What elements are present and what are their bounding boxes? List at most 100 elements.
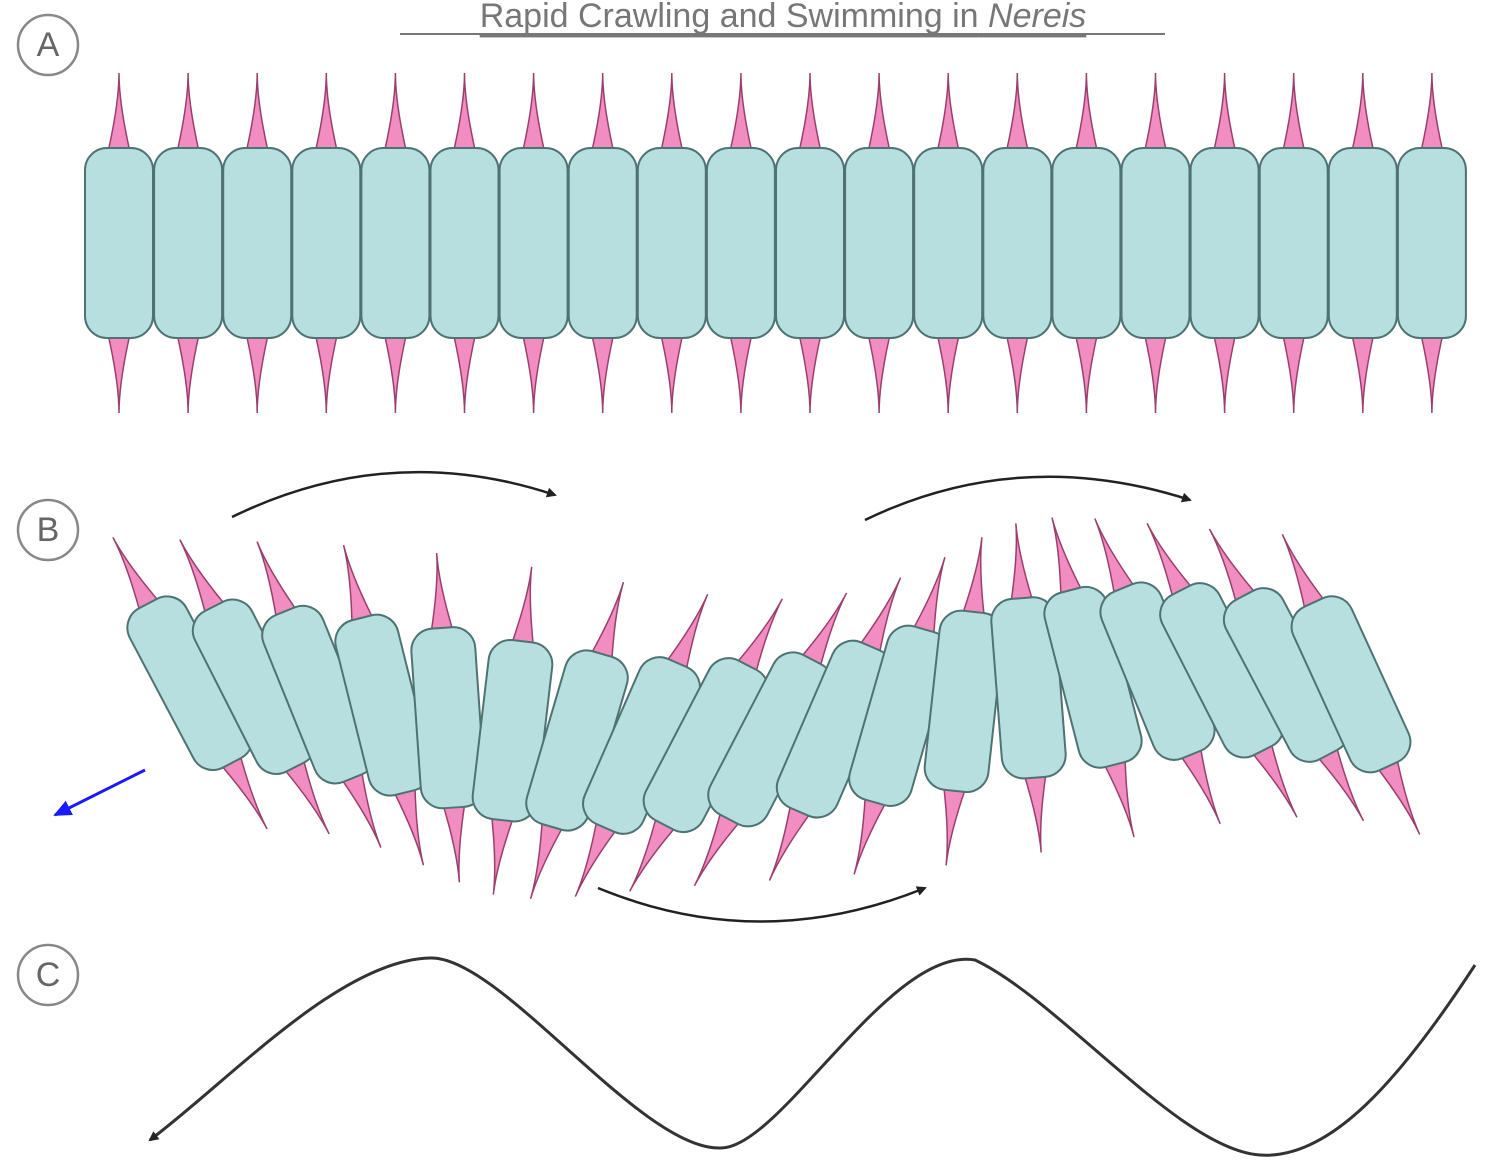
parapodium <box>592 334 614 413</box>
parapodium <box>1180 747 1230 828</box>
segment <box>1122 148 1190 338</box>
segment <box>292 148 360 338</box>
parapodium <box>1006 73 1028 152</box>
parapodium <box>177 73 199 152</box>
diagram: Rapid Crawling and Swimming in Nereis A … <box>0 0 1486 1167</box>
parapodium <box>1145 334 1167 413</box>
segment-group <box>223 73 291 413</box>
parapodium <box>482 815 513 896</box>
segment <box>154 148 222 338</box>
title-text: Rapid Crawling and Swimming in <box>480 0 979 35</box>
segment-group <box>431 73 499 413</box>
segment <box>1329 148 1397 338</box>
parapodium <box>426 552 453 632</box>
segment <box>1260 148 1328 338</box>
segment-group <box>845 73 913 413</box>
parapodium <box>799 334 821 413</box>
wave-path <box>150 958 1475 1155</box>
segment <box>776 148 844 338</box>
segment-group <box>1052 73 1120 413</box>
segment <box>1398 148 1466 338</box>
parapodium <box>512 566 543 647</box>
segment <box>707 148 775 338</box>
parapodium <box>937 334 959 413</box>
segment-group <box>1329 73 1397 413</box>
parapodium <box>937 73 959 152</box>
segment-group <box>983 73 1051 413</box>
segment-group <box>154 73 222 413</box>
parapodium <box>730 73 752 152</box>
panel-label: A <box>37 26 60 64</box>
parapodium <box>384 334 406 413</box>
worm-straight <box>85 73 1466 413</box>
wave-arrow <box>598 888 925 922</box>
title: Rapid Crawling and Swimming in Nereis <box>480 0 1087 35</box>
segment <box>223 148 291 338</box>
worm-swimming <box>85 506 1449 909</box>
segment <box>500 148 568 338</box>
parapodium <box>315 334 337 413</box>
parapodium <box>1085 514 1135 595</box>
parapodium <box>592 73 614 152</box>
segment <box>569 148 637 338</box>
parapodium <box>520 820 563 902</box>
parapodium <box>246 73 268 152</box>
parapodium <box>799 73 821 152</box>
parapodium <box>1214 73 1236 152</box>
parapodium <box>1041 515 1082 597</box>
segment-group <box>776 73 844 413</box>
parapodium <box>108 334 130 413</box>
segment-group <box>1122 73 1190 413</box>
segment-group <box>1398 73 1466 413</box>
parapodium <box>844 795 887 877</box>
segment-group <box>1191 73 1259 413</box>
parapodium <box>730 334 752 413</box>
segment <box>914 148 982 338</box>
parapodium <box>1421 73 1443 152</box>
direction-arrow <box>55 770 145 815</box>
segment <box>431 148 499 338</box>
parapodium <box>661 73 683 152</box>
segment <box>1052 148 1120 338</box>
segment-group <box>500 73 568 413</box>
segment-group <box>85 73 153 413</box>
parapodium <box>443 803 470 883</box>
parapodium <box>1075 334 1097 413</box>
parapodium <box>935 786 965 867</box>
parapodium <box>565 820 617 901</box>
parapodium <box>1104 758 1145 840</box>
parapodium <box>247 538 297 619</box>
parapodium <box>523 73 545 152</box>
segment-group <box>638 73 706 413</box>
title-genus: Nereis <box>988 0 1086 35</box>
parapodium <box>1024 773 1052 853</box>
parapodium <box>454 73 476 152</box>
parapodium <box>1377 758 1430 839</box>
parapodium <box>454 334 476 413</box>
parapodium <box>1214 334 1236 413</box>
segment-group <box>707 73 775 413</box>
segment-group <box>914 73 982 413</box>
parapodium <box>1283 73 1305 152</box>
parapodium <box>315 73 337 152</box>
parapodium <box>1421 334 1443 413</box>
parapodium <box>108 73 130 152</box>
parapodium <box>333 542 373 624</box>
segment <box>85 148 153 338</box>
segment-group <box>361 73 429 413</box>
parapodium <box>591 579 634 661</box>
segment-group <box>292 73 360 413</box>
parapodium <box>1352 334 1374 413</box>
wave-arrow <box>865 477 1190 520</box>
parapodium <box>103 532 159 612</box>
parapodium <box>666 590 718 671</box>
segment <box>638 148 706 338</box>
segment <box>983 148 1051 338</box>
wave-arrow <box>232 472 555 517</box>
parapodium <box>1006 334 1028 413</box>
parapodium <box>1352 73 1374 152</box>
parapodium <box>384 73 406 152</box>
segment <box>1191 148 1259 338</box>
parapodium <box>1145 73 1167 152</box>
page: Rapid Crawling and Swimming in Nereis A … <box>0 0 1486 1167</box>
